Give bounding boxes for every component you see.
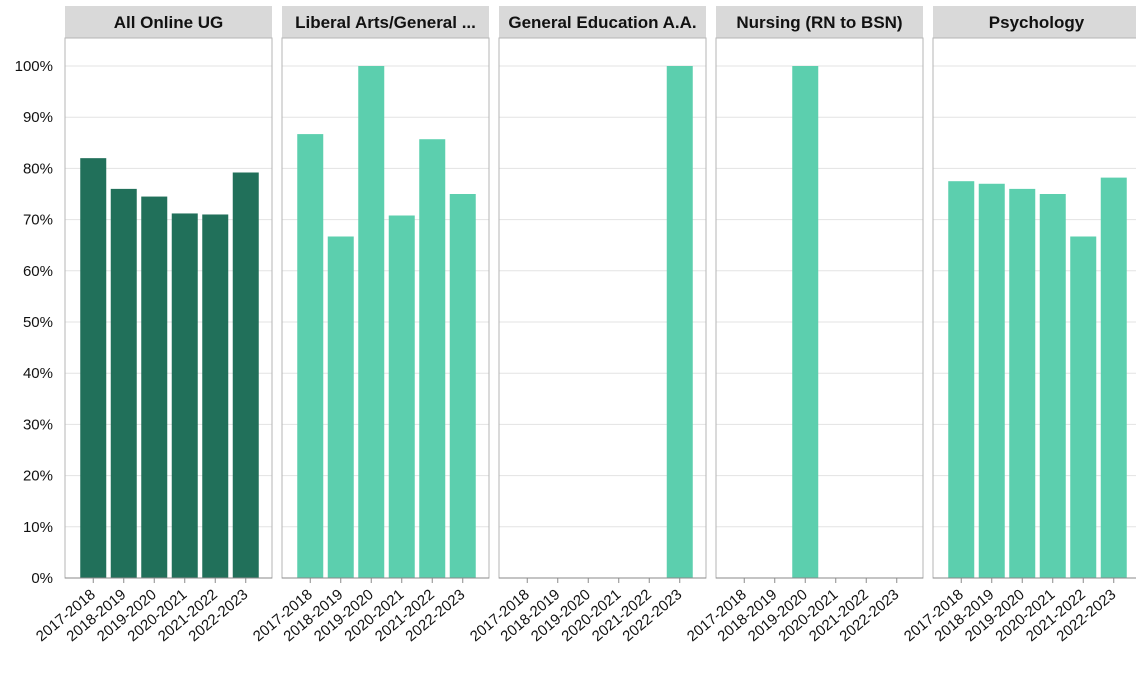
bar-2021-2022 [419, 139, 446, 578]
bar-2022-2023 [666, 66, 693, 578]
bar-2020-2021 [388, 215, 415, 578]
bar-2022-2023 [232, 172, 259, 578]
bar-2019-2020 [792, 66, 819, 578]
bar-2019-2020 [141, 196, 168, 578]
bar-2018-2019 [110, 188, 137, 578]
panel-header [499, 6, 706, 38]
y-tick-label: 80% [23, 160, 53, 177]
panel-title: Psychology [989, 13, 1085, 32]
panel-title: All Online UG [114, 13, 224, 32]
bar-2018-2019 [978, 183, 1005, 578]
y-tick-label: 60% [23, 263, 53, 280]
bar-2017-2018 [948, 181, 975, 578]
panel-frame [715, 37, 924, 579]
y-tick-label: 0% [31, 570, 53, 587]
y-tick-label: 40% [23, 365, 53, 382]
bar-2018-2019 [327, 236, 354, 578]
bar-2021-2022 [1070, 236, 1097, 578]
y-tick-label: 100% [15, 58, 53, 75]
panel-header [65, 6, 272, 38]
panel-header [933, 6, 1136, 38]
bar-2019-2020 [1009, 188, 1036, 578]
y-tick-label: 50% [23, 314, 53, 331]
bar-2020-2021 [171, 213, 198, 578]
bar-2020-2021 [1039, 194, 1066, 578]
bar-2022-2023 [1100, 177, 1127, 578]
y-tick-label: 20% [23, 468, 53, 485]
y-tick-label: 70% [23, 212, 53, 229]
bar-2021-2022 [202, 214, 229, 579]
y-tick-label: 90% [23, 109, 53, 126]
panel-title: General Education A.A. [508, 13, 696, 32]
bar-2017-2018 [297, 134, 324, 578]
bar-2022-2023 [449, 194, 476, 578]
y-tick-label: 30% [23, 416, 53, 433]
panel-header [282, 6, 489, 38]
bar-2017-2018 [80, 158, 107, 578]
y-tick-label: 10% [23, 519, 53, 536]
bar-2019-2020 [358, 66, 385, 578]
panel-title: Nursing (RN to BSN) [736, 13, 902, 32]
panel-title: Liberal Arts/General ... [295, 13, 476, 32]
panel-header [716, 6, 923, 38]
